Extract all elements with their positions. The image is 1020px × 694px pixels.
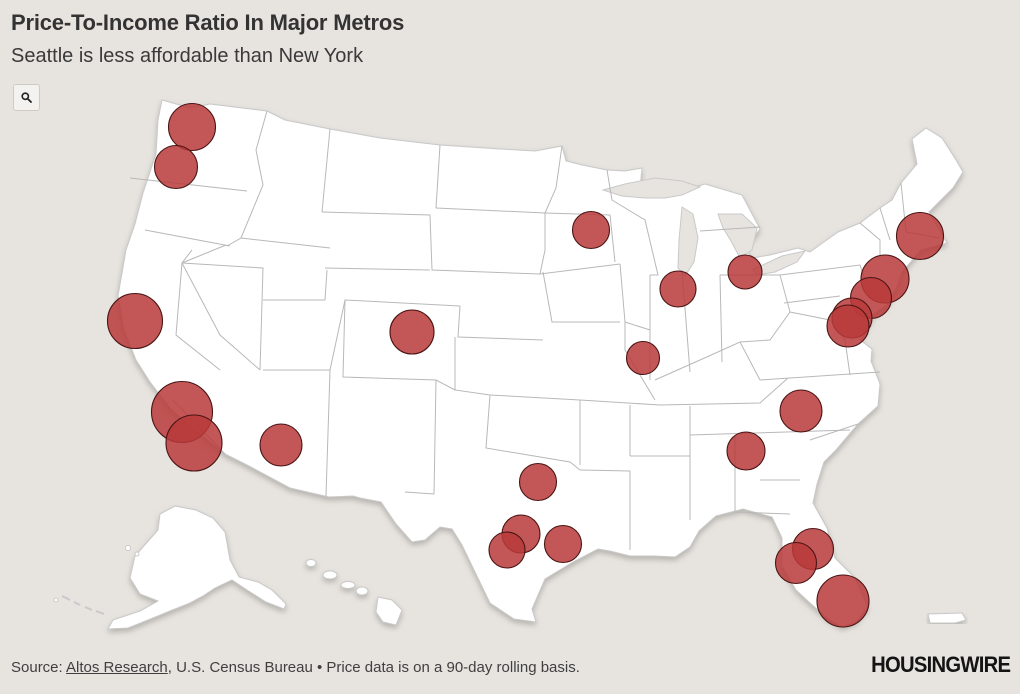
bubble-minneapolis[interactable] bbox=[571, 210, 611, 250]
lake-huron bbox=[717, 213, 758, 259]
bubble-houston[interactable] bbox=[543, 524, 583, 564]
alaska-island bbox=[125, 545, 131, 551]
bubble-san-diego[interactable] bbox=[165, 414, 223, 472]
bubble-denver[interactable] bbox=[389, 309, 435, 355]
bubble-detroit[interactable] bbox=[727, 254, 763, 290]
chart-subtitle: Seattle is less affordable than New York bbox=[11, 45, 364, 67]
bubble-seattle[interactable] bbox=[167, 102, 217, 152]
source-suffix: , U.S. Census Bureau • Price data is on … bbox=[167, 659, 580, 676]
bubble-chicago[interactable] bbox=[659, 270, 697, 308]
alaska-island bbox=[53, 597, 59, 603]
alaska-island bbox=[134, 551, 140, 557]
zoom-button[interactable] bbox=[13, 84, 40, 111]
bubble-atlanta[interactable] bbox=[726, 431, 766, 471]
bubble-tampa[interactable] bbox=[774, 541, 818, 585]
map-land bbox=[53, 99, 967, 630]
contiguous-us-shape bbox=[117, 99, 964, 628]
source-link[interactable]: Altos Research bbox=[66, 659, 168, 676]
bubble-portland[interactable] bbox=[153, 144, 199, 190]
lake-michigan bbox=[677, 206, 699, 277]
bubble-charlotte[interactable] bbox=[779, 389, 823, 433]
housingwire-logo: HOUSINGWIRE bbox=[870, 652, 1011, 677]
bubble-dallas[interactable] bbox=[518, 462, 558, 502]
hawaii-shape bbox=[305, 559, 403, 626]
metro-bubbles bbox=[106, 102, 945, 628]
chart-title: Price-To-Income Ratio In Major Metros bbox=[11, 10, 405, 35]
source-prefix: Source: bbox=[11, 659, 67, 676]
bubble-san-francisco[interactable] bbox=[106, 292, 164, 350]
alaska-shape bbox=[107, 505, 287, 630]
lake-superior bbox=[601, 177, 702, 199]
bubble-st-louis[interactable] bbox=[625, 340, 661, 376]
search-icon bbox=[21, 92, 32, 103]
bubble-washington[interactable] bbox=[826, 304, 870, 348]
state-boundaries bbox=[129, 110, 941, 550]
bubble-san-antonio[interactable] bbox=[488, 531, 526, 569]
bubble-phoenix[interactable] bbox=[259, 423, 303, 467]
bubble-miami[interactable] bbox=[816, 574, 870, 628]
source-note: Source: Altos Research, U.S. Census Bure… bbox=[11, 659, 580, 676]
puerto-rico-shape bbox=[927, 612, 967, 624]
bubble-boston[interactable] bbox=[895, 211, 945, 261]
aleutian-islands bbox=[61, 595, 105, 615]
